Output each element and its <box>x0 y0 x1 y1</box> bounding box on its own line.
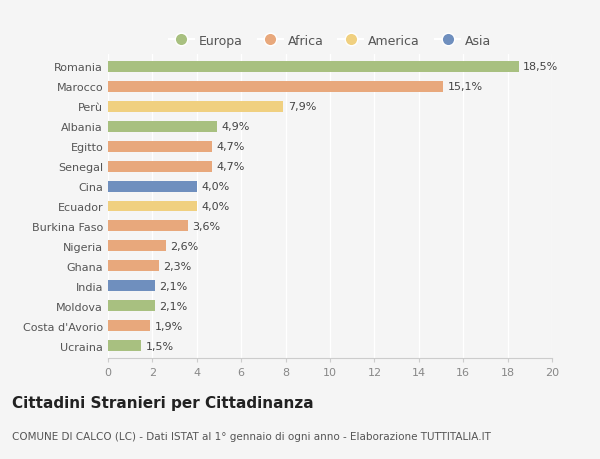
Bar <box>108 341 142 352</box>
Text: 18,5%: 18,5% <box>523 62 559 72</box>
Legend: Europa, Africa, America, Asia: Europa, Africa, America, Asia <box>165 31 495 51</box>
Text: Cittadini Stranieri per Cittadinanza: Cittadini Stranieri per Cittadinanza <box>12 395 314 410</box>
Bar <box>108 321 150 331</box>
Text: 2,3%: 2,3% <box>163 261 192 271</box>
Text: 2,1%: 2,1% <box>159 301 187 311</box>
Text: 3,6%: 3,6% <box>193 222 220 231</box>
Bar <box>108 261 159 272</box>
Text: 15,1%: 15,1% <box>448 82 483 92</box>
Bar <box>108 121 217 132</box>
Text: 7,9%: 7,9% <box>288 102 316 112</box>
Bar <box>108 301 155 312</box>
Text: 4,9%: 4,9% <box>221 122 250 132</box>
Text: 1,9%: 1,9% <box>155 321 183 331</box>
Bar <box>108 241 166 252</box>
Text: 4,7%: 4,7% <box>217 162 245 172</box>
Bar <box>108 62 519 73</box>
Bar <box>108 201 197 212</box>
Text: 1,5%: 1,5% <box>146 341 174 351</box>
Bar <box>108 141 212 152</box>
Text: 4,0%: 4,0% <box>201 182 229 191</box>
Text: 4,7%: 4,7% <box>217 142 245 152</box>
Text: 2,1%: 2,1% <box>159 281 187 291</box>
Bar <box>108 101 283 112</box>
Bar <box>108 161 212 172</box>
Bar <box>108 82 443 92</box>
Bar <box>108 181 197 192</box>
Text: 4,0%: 4,0% <box>201 202 229 212</box>
Bar <box>108 281 155 292</box>
Bar <box>108 221 188 232</box>
Text: 2,6%: 2,6% <box>170 241 199 252</box>
Text: COMUNE DI CALCO (LC) - Dati ISTAT al 1° gennaio di ogni anno - Elaborazione TUTT: COMUNE DI CALCO (LC) - Dati ISTAT al 1° … <box>12 431 491 442</box>
